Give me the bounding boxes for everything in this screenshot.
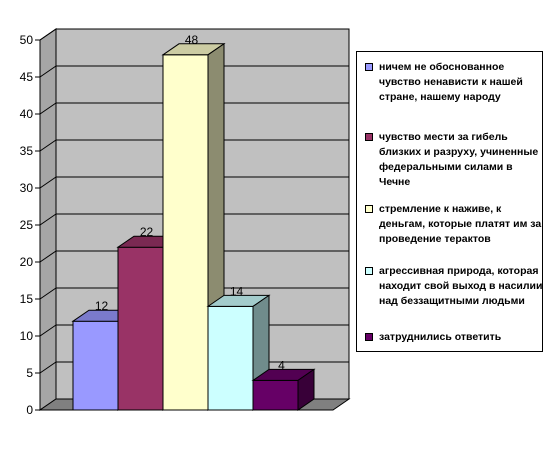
gridline-side xyxy=(39,324,57,337)
y-tick-label: 25 xyxy=(20,218,34,232)
y-tick-label: 15 xyxy=(20,292,34,306)
data-label: 4 xyxy=(278,358,285,372)
gridline-side xyxy=(39,139,57,152)
bar-side xyxy=(297,368,315,411)
data-label: 48 xyxy=(185,33,199,47)
legend-label: ничем не обоснованное чувство ненависти … xyxy=(379,61,523,103)
bar-front xyxy=(117,246,164,411)
y-tick-label: 30 xyxy=(20,181,34,195)
legend-swatch xyxy=(365,267,373,275)
y-tick-label: 40 xyxy=(20,107,34,121)
gridline-side xyxy=(39,361,57,374)
y-tick-label: 35 xyxy=(20,144,34,158)
bar-front xyxy=(162,54,209,411)
legend-swatch xyxy=(365,63,373,71)
gridline-side xyxy=(39,102,57,115)
gridline-side xyxy=(39,250,57,263)
gridline-side xyxy=(39,176,57,189)
bar-front xyxy=(72,320,119,411)
gridline-side xyxy=(39,65,57,78)
data-label: 14 xyxy=(230,284,244,298)
y-tick-label: 45 xyxy=(20,70,34,84)
legend-swatch xyxy=(365,333,373,341)
bar xyxy=(251,368,316,411)
data-label: 12 xyxy=(95,299,109,313)
gridline-side xyxy=(39,213,57,226)
legend-label: чувство мести за гибель близких и разрух… xyxy=(379,131,539,188)
gridline-side xyxy=(39,28,57,41)
y-tick-label: 5 xyxy=(26,366,33,380)
data-label: 22 xyxy=(140,225,154,239)
bar-front xyxy=(252,379,299,411)
y-tick-label: 0 xyxy=(26,403,33,417)
legend-label: агрессивная природа, которая находит сво… xyxy=(379,265,543,307)
gridline-side xyxy=(39,287,57,300)
bar-front xyxy=(207,305,254,411)
y-axis-ticks: 0 5 10 15 20 25 30 35 40 45 50 xyxy=(20,33,41,417)
data-labels: 12 22 48 14 4 xyxy=(95,33,285,373)
y-tick-label: 10 xyxy=(20,329,34,343)
legend-swatch xyxy=(365,205,373,213)
y-tick-label: 20 xyxy=(20,255,34,269)
legend: ничем не обоснованное чувство ненависти … xyxy=(356,51,543,352)
bars xyxy=(71,42,316,411)
y-tick-label: 50 xyxy=(20,33,34,47)
legend-label: затруднились ответить xyxy=(379,331,502,343)
legend-swatch xyxy=(365,133,373,141)
legend-label: стремление к наживе, к деньгам, которые … xyxy=(379,203,542,245)
